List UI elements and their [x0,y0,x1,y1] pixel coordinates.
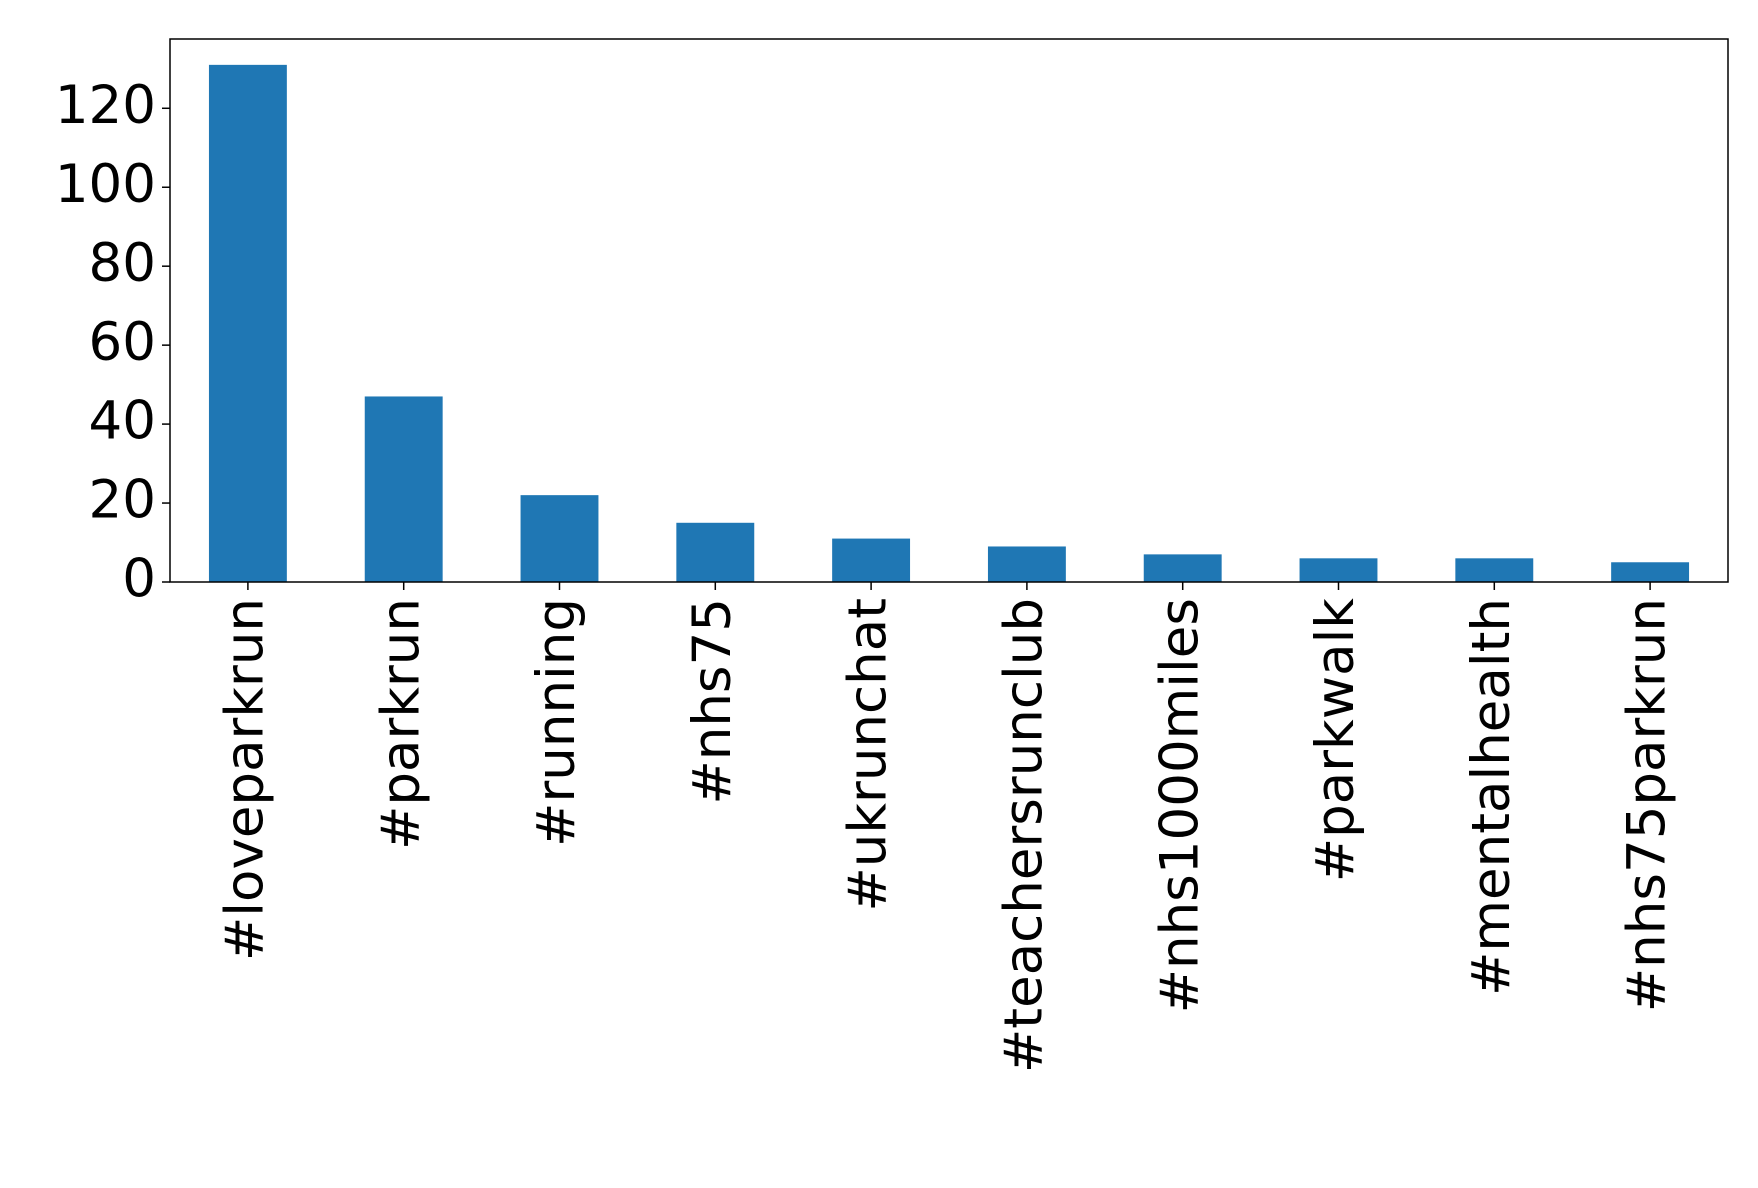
bar [208,64,287,583]
bar [1455,558,1534,582]
bar [520,495,599,582]
y-tick-label: 60 [89,312,156,373]
x-tick-label: #nhs75parkrun [1617,598,1678,1012]
bar [832,538,911,582]
x-tick-label: #loveparkrun [215,598,276,961]
x-tick-label: #mentalhealth [1461,598,1522,996]
x-tick-label: #ukrunchat [838,598,899,912]
y-tick-label: 100 [55,154,156,215]
bar [1143,554,1222,582]
bar [1299,558,1378,582]
x-tick-label: #nhs75 [682,598,743,805]
x-tick-label: #nhs1000miles [1149,598,1210,1013]
x-tick-label: #running [526,598,587,847]
x-tick-label: #parkrun [370,598,431,850]
bar [1611,562,1690,582]
y-tick-label: 40 [89,391,156,452]
x-tick-label: #parkwalk [1305,598,1366,883]
y-tick-label: 20 [89,470,156,531]
bar [364,396,443,582]
y-tick-label: 0 [122,549,156,610]
plot-frame [169,38,1729,583]
bar [676,522,755,582]
y-tick-label: 80 [89,233,156,294]
y-tick-label: 120 [55,75,156,136]
x-tick-label: #teachersrunclub [994,598,1055,1073]
bar [987,546,1066,582]
